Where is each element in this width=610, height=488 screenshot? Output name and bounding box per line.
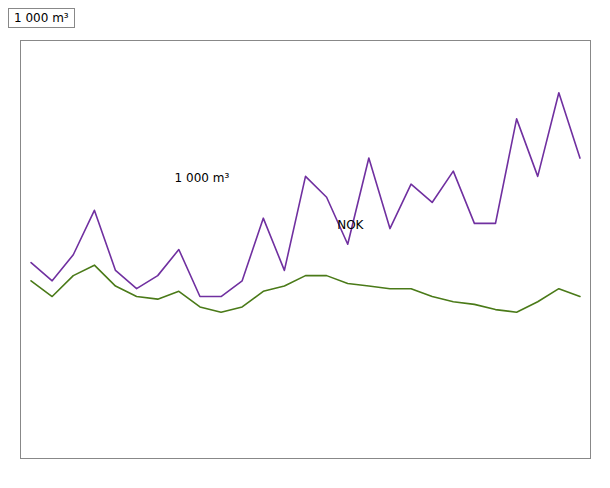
svg-text:NOK: NOK — [337, 218, 364, 232]
svg-text:1 000 m³: 1 000 m³ — [175, 171, 230, 185]
html-text:1 000 m³: 1 000 m³ — [14, 11, 69, 25]
